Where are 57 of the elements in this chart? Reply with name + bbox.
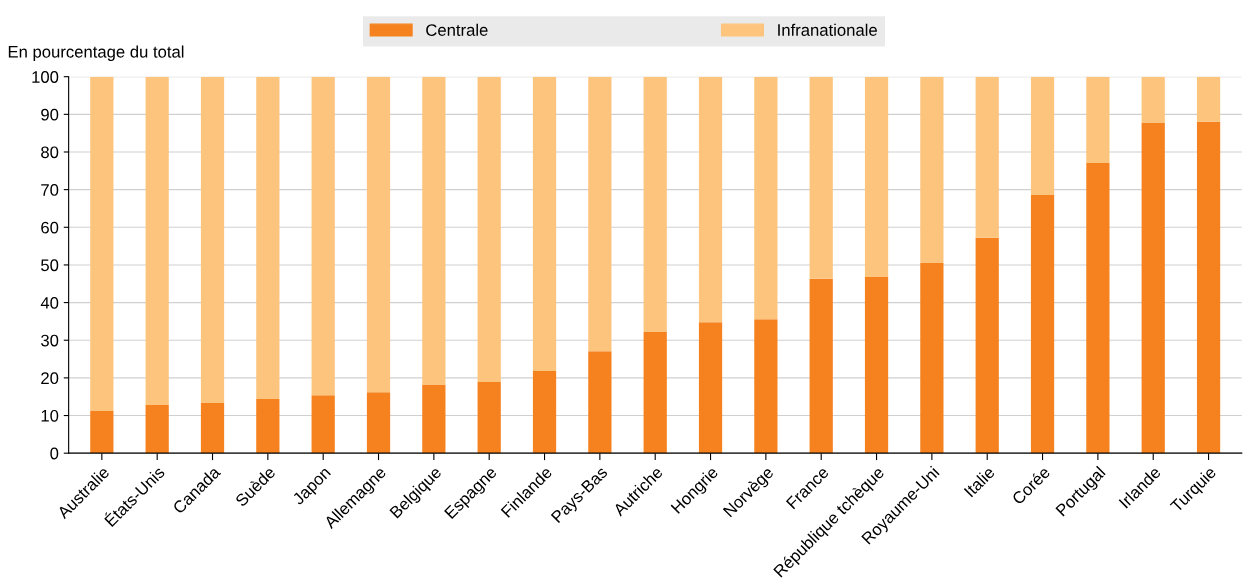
bar: [1196, 121, 1221, 454]
bar: [311, 76, 335, 396]
bar: [588, 351, 612, 454]
y-tick-label: 60: [41, 221, 59, 234]
bar: [477, 382, 501, 454]
bar: [920, 263, 944, 454]
y-tick-label: 70: [41, 184, 59, 196]
y-axis-title: En pourcentage du total: [8, 45, 184, 62]
bar: [754, 319, 778, 454]
bar: [145, 76, 169, 405]
bar: [698, 322, 723, 454]
bar: [532, 371, 557, 454]
bar: [809, 278, 833, 454]
bar: [422, 385, 446, 454]
bar: [809, 76, 833, 279]
bar: [366, 76, 391, 393]
bar: [864, 76, 889, 277]
y-tick-label: 50: [41, 259, 59, 272]
bar: [1086, 162, 1110, 454]
bar: [975, 76, 999, 238]
y-tick-label: 20: [41, 372, 59, 385]
bar: [422, 76, 446, 386]
bar: [1141, 122, 1165, 454]
y-tick-label: 100: [32, 71, 59, 83]
bar: [1030, 194, 1055, 454]
bar: [643, 76, 667, 332]
y-tick-label: 40: [40, 296, 59, 309]
bar: [145, 404, 169, 454]
y-tick-label: 30: [41, 334, 59, 347]
legend-label: Infranationale: [778, 23, 877, 36]
bar: [754, 76, 778, 320]
bar: [477, 76, 501, 383]
bar: [1086, 76, 1110, 163]
bar: [256, 76, 280, 399]
y-tick-label: 90: [41, 108, 59, 121]
bar: [200, 403, 225, 454]
legend-label: Centrale: [426, 23, 488, 36]
y-tick-label: 0: [50, 447, 59, 460]
bar: [90, 76, 114, 412]
bar: [311, 395, 335, 454]
bar: [532, 76, 557, 372]
bar: [698, 76, 723, 323]
bar: [1030, 76, 1055, 195]
bar: [1196, 76, 1221, 122]
y-tick-label: 10: [41, 409, 59, 422]
bar: [588, 76, 612, 352]
bar: [256, 398, 280, 454]
bar: [643, 331, 667, 454]
bar: [90, 411, 114, 454]
bar: [200, 76, 225, 404]
bar: [366, 392, 391, 454]
bar: [975, 237, 999, 454]
bar: [920, 76, 944, 264]
y-tick-label: 80: [41, 146, 59, 159]
bar: [1141, 76, 1165, 123]
bar: [864, 276, 889, 454]
x-tick-label: Italie: [963, 465, 996, 498]
